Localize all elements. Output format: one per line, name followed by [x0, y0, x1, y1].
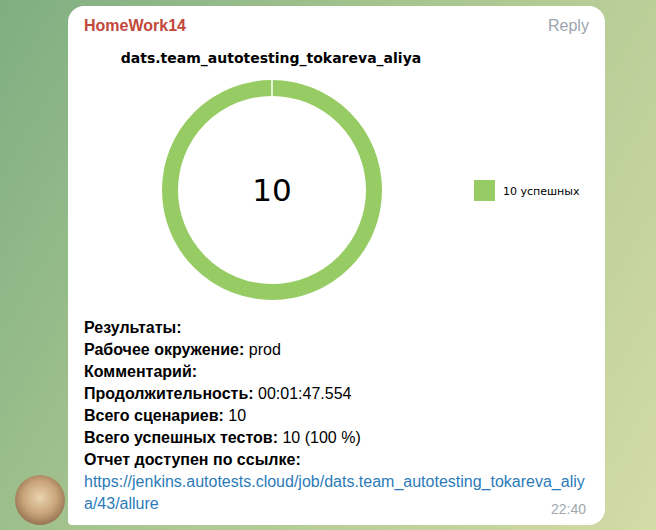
field-value: 00:01:47.554 — [258, 385, 351, 402]
report-heading: Результаты: — [84, 317, 594, 339]
field-label: Всего успешных тестов: — [84, 429, 278, 446]
report-field: Комментарий: — [84, 361, 594, 383]
avatar[interactable] — [15, 475, 65, 525]
slice-separator — [271, 80, 273, 96]
field-label: Всего сценариев: — [84, 407, 224, 424]
report-field: Продолжительность: 00:01:47.554 — [84, 383, 594, 405]
chart: dats.team_autotesting_tokareva_aliya 10 10… — [0, 0, 656, 530]
message-bubble — [68, 6, 605, 525]
report: Результаты:Рабочее окружение: prodКоммен… — [84, 317, 594, 515]
field-label: Комментарий: — [84, 363, 197, 380]
link-label: Отчет доступен по ссылке: — [84, 449, 594, 471]
report-field: Рабочее окружение: prod — [84, 339, 594, 361]
message-time: 22:40 — [551, 501, 586, 517]
report-link[interactable]: https://jenkins.autotests.cloud/job/dats… — [84, 471, 589, 515]
field-label: Продолжительность: — [84, 385, 254, 402]
field-value: 10 — [228, 407, 246, 424]
report-field: Всего успешных тестов: 10 (100 %) — [84, 427, 594, 449]
sender-name[interactable]: HomeWork14 — [84, 17, 186, 35]
legend-label: 10 успешных — [503, 185, 580, 198]
center-total: 10 — [252, 172, 291, 208]
chart-title: dats.team_autotesting_tokareva_aliya — [121, 50, 421, 67]
report-field: Всего сценариев: 10 — [84, 405, 594, 427]
field-value: 10 (100 %) — [282, 429, 360, 446]
field-value: prod — [249, 341, 281, 358]
donut-slice — [170, 88, 374, 292]
legend-swatch — [474, 180, 495, 201]
field-label: Рабочее окружение: — [84, 341, 244, 358]
reply-button[interactable]: Reply — [548, 17, 589, 35]
